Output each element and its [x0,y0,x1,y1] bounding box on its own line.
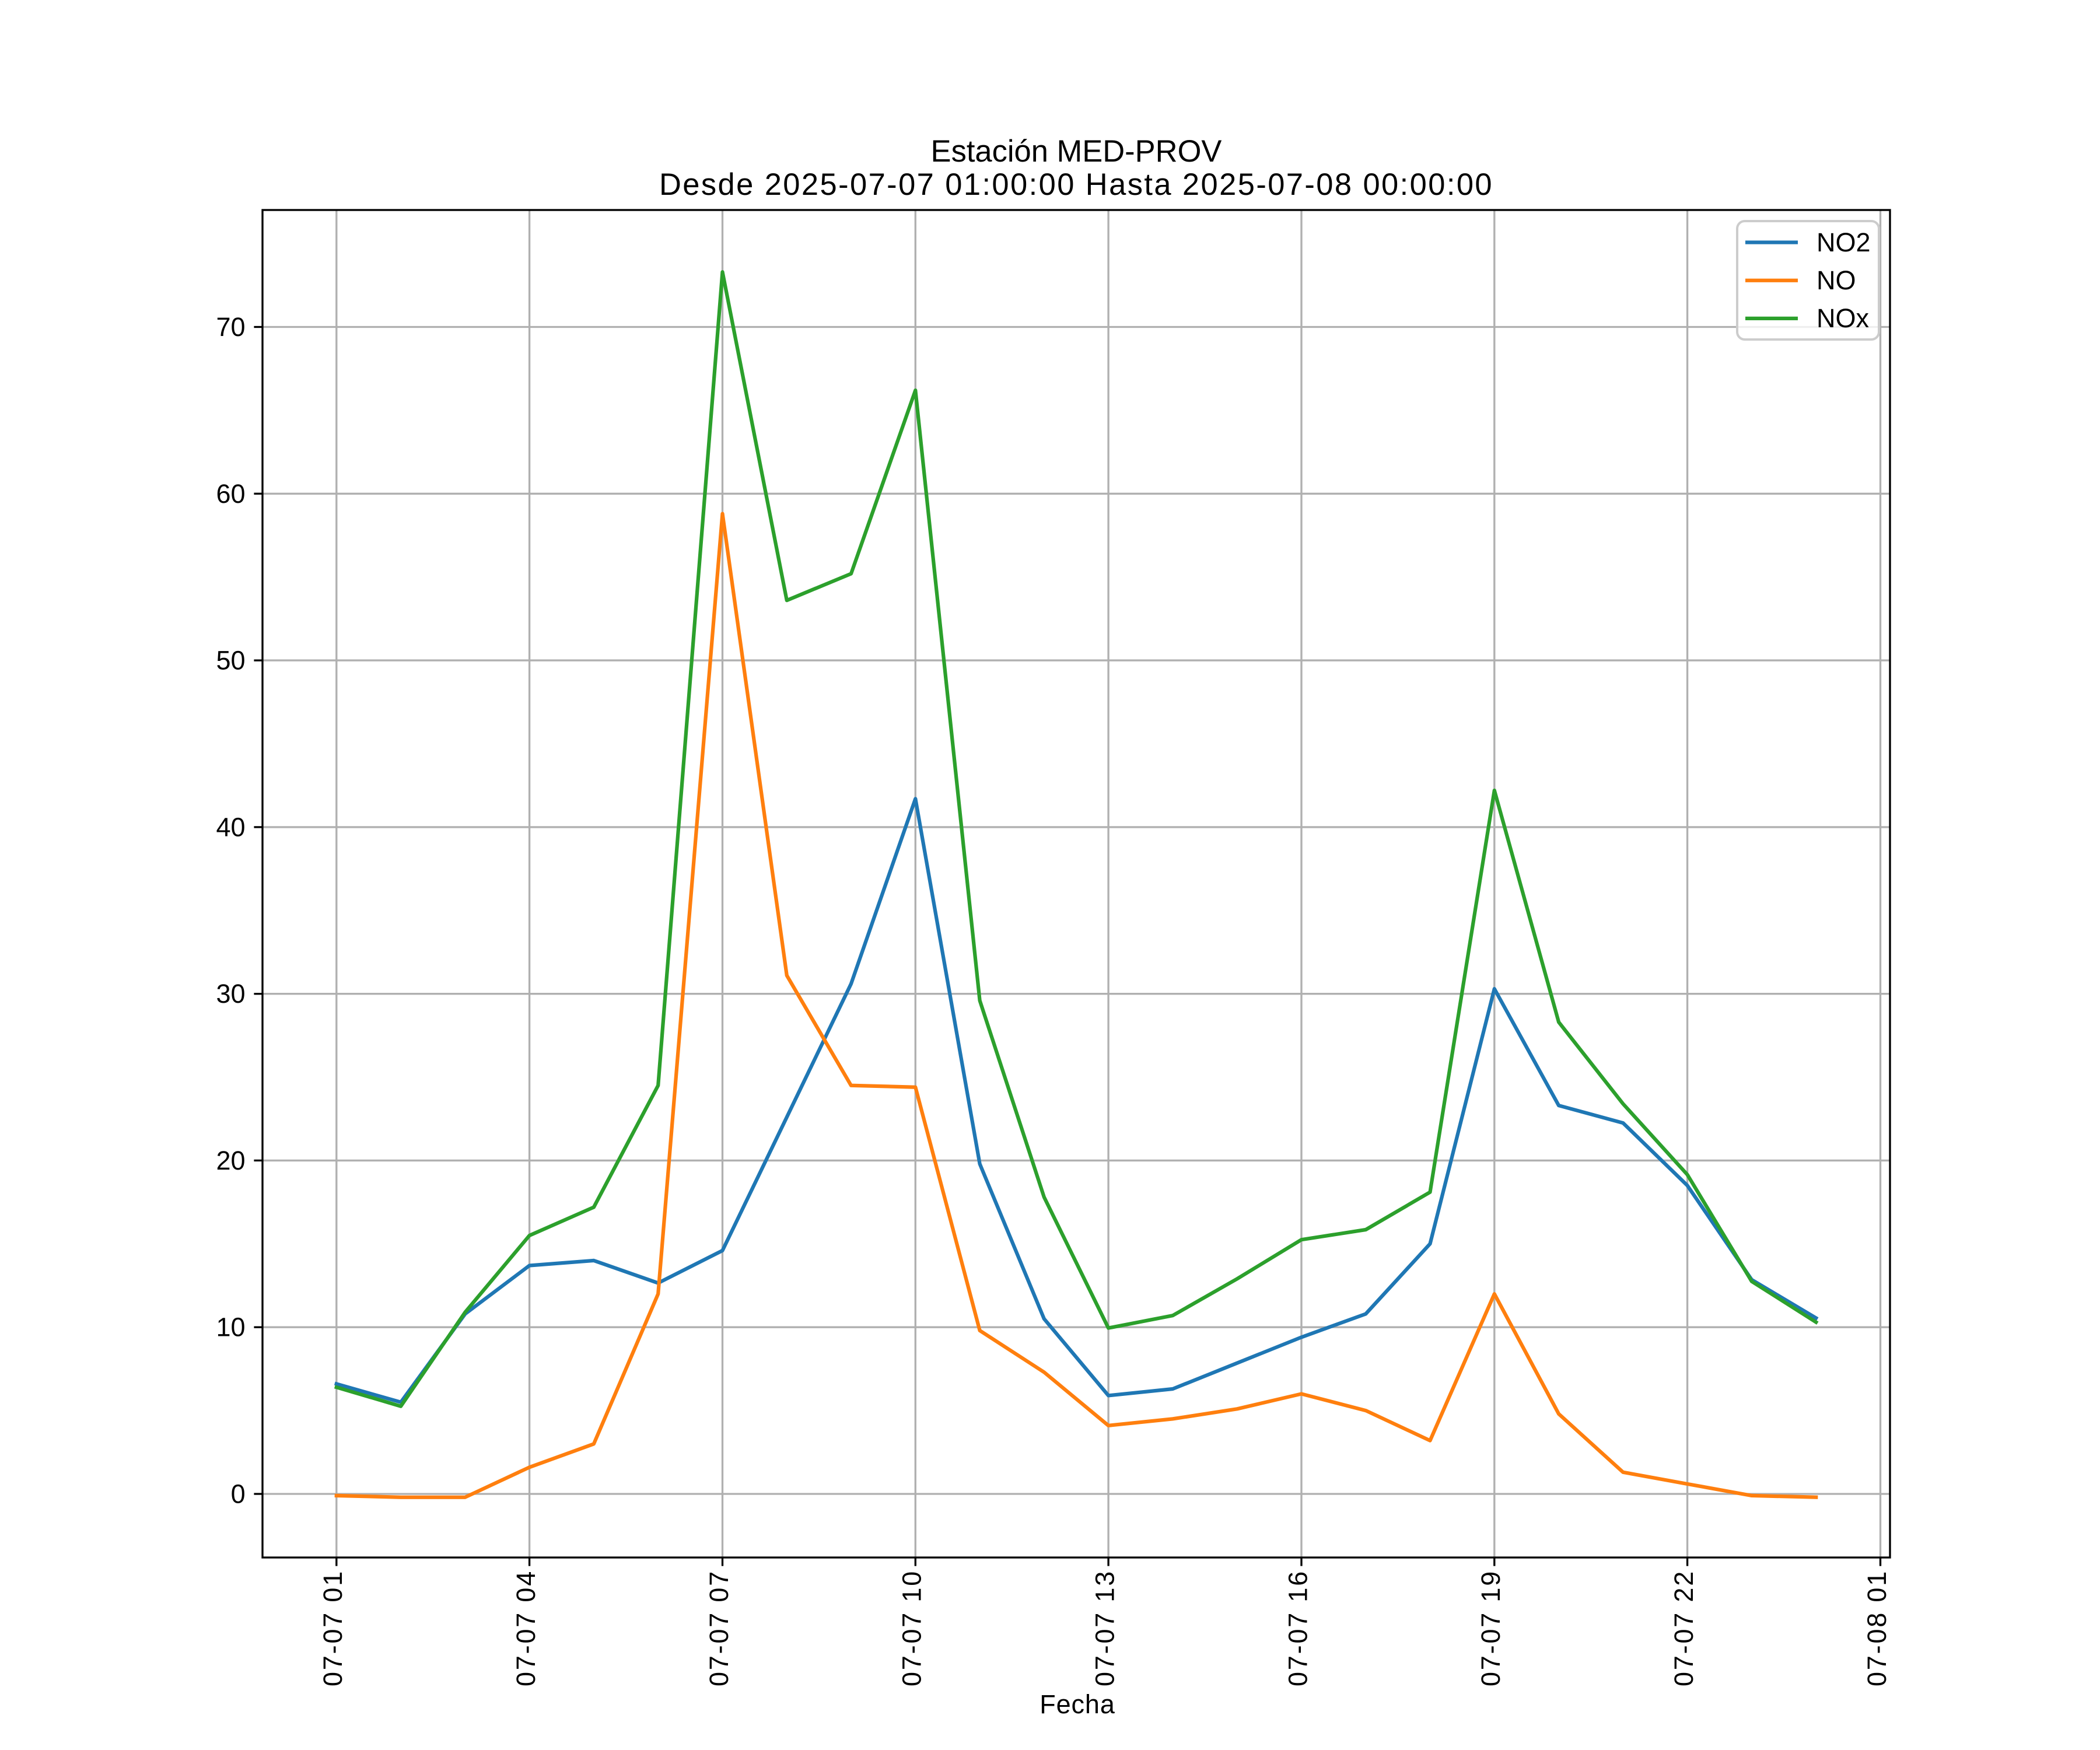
svg-text:10: 10 [216,1312,246,1342]
svg-text:NO: NO [1817,265,1856,295]
svg-text:30: 30 [216,979,246,1009]
svg-text:70: 70 [216,312,246,342]
svg-text:50: 50 [216,646,246,676]
svg-text:07-07 16: 07-07 16 [1283,1570,1312,1686]
svg-text:20: 20 [216,1146,246,1175]
svg-text:Estación MED-PROV: Estación MED-PROV [931,134,1222,169]
svg-text:Desde 2025-07-07 01:00:00 Hast: Desde 2025-07-07 01:00:00 Hasta 2025-07-… [659,167,1493,202]
svg-text:60: 60 [216,479,246,509]
svg-text:Fecha: Fecha [1040,1689,1115,1719]
svg-text:07-07 07: 07-07 07 [704,1570,734,1686]
svg-text:07-07 19: 07-07 19 [1476,1570,1506,1686]
svg-text:07-07 22: 07-07 22 [1669,1570,1699,1686]
svg-text:NOx: NOx [1817,303,1870,333]
svg-text:07-08 01: 07-08 01 [1862,1570,1892,1686]
svg-text:07-07 01: 07-07 01 [318,1570,348,1686]
svg-text:07-07 13: 07-07 13 [1090,1570,1119,1686]
svg-text:0: 0 [231,1479,246,1509]
svg-text:NO2: NO2 [1817,228,1871,257]
svg-text:40: 40 [216,812,246,842]
svg-text:07-07 04: 07-07 04 [511,1570,541,1686]
svg-text:07-07 10: 07-07 10 [897,1570,927,1686]
